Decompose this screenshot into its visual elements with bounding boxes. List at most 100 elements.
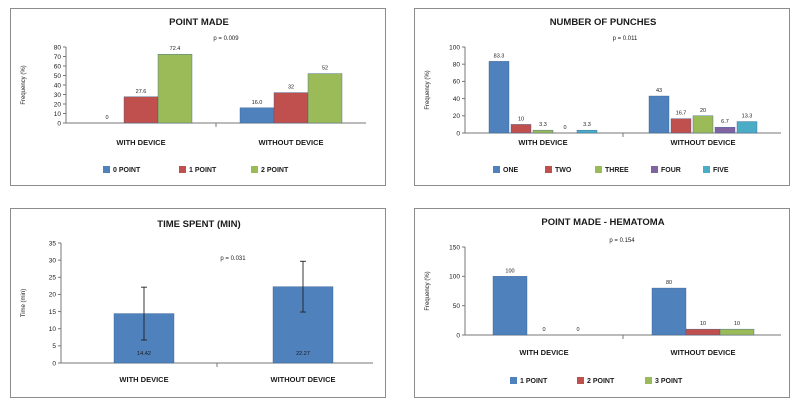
data-label: 13.3 (742, 114, 753, 120)
y-tick-label: 60 (54, 63, 62, 70)
bar (239, 107, 275, 124)
bar (157, 54, 193, 124)
y-tick-label: 20 (453, 113, 461, 120)
y-tick-label: 20 (49, 292, 57, 299)
data-label: 10 (734, 321, 740, 327)
legend-label: 1 POINT (189, 167, 217, 174)
y-tick-label: 50 (54, 73, 62, 80)
bar (670, 118, 692, 134)
bar (719, 328, 755, 336)
y-tick-label: 150 (449, 244, 460, 251)
x-category-label: WITHOUT DEVICE (271, 375, 336, 384)
p-value-annotation: p = 0.154 (609, 238, 635, 244)
p-value-annotation: p = 0.031 (220, 256, 246, 262)
data-label: 6.7 (721, 119, 729, 125)
data-label: 16.0 (252, 100, 263, 106)
legend-swatch (645, 377, 652, 384)
data-label: 3.3 (583, 122, 591, 128)
x-category-label: WITH DEVICE (119, 375, 168, 384)
chart-panel-point-made: POINT MADE p = 0.009 0 10 20 30 40 50 60 70 80 Freq… (10, 8, 386, 186)
legend-label: FOUR (661, 167, 681, 174)
legend-label: 1 POINT (520, 378, 548, 385)
data-label: 0 (542, 327, 545, 333)
chart-panel-hematoma: POINT MADE - HEMATOMA p = 0.154 0 50 100 150 F… (414, 208, 790, 398)
y-tick-label: 20 (54, 101, 62, 108)
y-tick-label: 25 (49, 275, 57, 282)
data-label: 0 (563, 125, 566, 131)
y-tick-label: 100 (449, 44, 460, 51)
data-label: 10 (700, 321, 706, 327)
y-tick-label: 100 (449, 274, 460, 281)
legend-label: TWO (555, 167, 572, 174)
legend-label: THREE (605, 167, 629, 174)
time-spent-chart: TIME SPENT (MIN) p = 0.031 0 5 10 15 20 25 30 35 T… (21, 219, 373, 384)
bar (510, 124, 532, 134)
data-label: 80 (666, 280, 672, 286)
chart-title: POINT MADE (169, 17, 229, 28)
data-label: 52 (322, 66, 328, 72)
bar (532, 129, 554, 134)
legend-label: 2 POINT (261, 167, 289, 174)
chart-title: TIME SPENT (MIN) (157, 219, 240, 230)
y-tick-label: 15 (49, 309, 57, 316)
legend-swatch (595, 166, 602, 173)
chart-title: NUMBER OF PUNCHES (550, 17, 657, 28)
bar (692, 115, 714, 134)
y-tick-label: 70 (54, 54, 62, 61)
data-label: 0 (105, 115, 108, 121)
data-label: 43 (656, 88, 662, 94)
legend-label: 0 POINT (113, 167, 141, 174)
x-category-label: WITH DEVICE (116, 138, 165, 147)
y-tick-label: 40 (453, 96, 461, 103)
y-tick-label: 0 (456, 130, 460, 137)
legend-swatch (703, 166, 710, 173)
y-tick-label: 30 (54, 92, 62, 99)
chart-panel-time-spent: TIME SPENT (MIN) p = 0.031 0 5 10 15 20 25 30 35 T… (10, 208, 386, 398)
y-tick-label: 35 (49, 240, 57, 247)
x-category-label: WITHOUT DEVICE (671, 138, 736, 147)
y-tick-label: 10 (49, 326, 57, 333)
data-label: 10 (518, 116, 524, 122)
legend-swatch (545, 166, 552, 173)
chart-title: POINT MADE - HEMATOMA (541, 217, 664, 228)
x-category-label: WITHOUT DEVICE (259, 138, 324, 147)
x-category-label: WITH DEVICE (518, 138, 567, 147)
point-made-chart: POINT MADE p = 0.009 0 10 20 30 40 50 60 70 80 Freq… (21, 17, 366, 174)
y-tick-label: 0 (57, 120, 61, 127)
legend-label: FIVE (713, 167, 729, 174)
legend-label: 3 POINT (655, 378, 683, 385)
legend-swatch (179, 166, 186, 173)
legend-label: 2 POINT (587, 378, 615, 385)
y-tick-label: 0 (456, 332, 460, 339)
data-label: 16.7 (676, 111, 687, 117)
y-tick-label: 10 (54, 111, 62, 118)
bar (273, 92, 309, 124)
legend-swatch (103, 166, 110, 173)
y-tick-label: 40 (54, 82, 62, 89)
data-label: 20 (700, 108, 706, 114)
data-label: 72.4 (170, 46, 181, 52)
y-tick-label: 60 (453, 79, 461, 86)
bar (488, 61, 510, 134)
bar (492, 276, 528, 336)
y-axis-label: Time (min) (21, 289, 27, 317)
bar (648, 95, 670, 134)
y-tick-label: 5 (52, 343, 56, 350)
legend-swatch (510, 377, 517, 384)
y-axis-label: Frequency (%) (425, 271, 431, 310)
chart-panel-number-of-punches: NUMBER OF PUNCHES p = 0.011 0 20 40 60 80 100 Fr… (414, 8, 790, 186)
p-value-annotation: p = 0.011 (613, 36, 638, 42)
y-tick-label: 80 (54, 44, 62, 51)
bar (736, 121, 758, 134)
x-category-label: WITHOUT DEVICE (671, 348, 736, 357)
y-tick-label: 0 (52, 360, 56, 367)
legend-swatch (493, 166, 500, 173)
bar (123, 96, 159, 124)
data-label: 3.3 (539, 122, 547, 128)
p-value-annotation: p = 0.009 (213, 36, 239, 42)
legend-swatch (251, 166, 258, 173)
bar (307, 73, 343, 124)
y-axis-label: Frequency (%) (425, 70, 431, 109)
